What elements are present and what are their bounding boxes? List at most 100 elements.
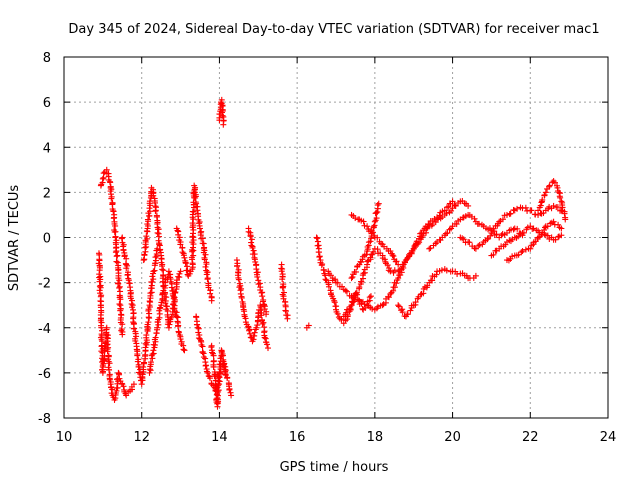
data-point bbox=[118, 235, 125, 242]
data-point bbox=[343, 309, 350, 316]
data-point bbox=[253, 324, 260, 331]
data-point bbox=[498, 232, 505, 239]
data-point bbox=[453, 221, 460, 228]
data-point bbox=[255, 281, 262, 288]
data-point bbox=[537, 202, 544, 209]
data-point bbox=[216, 381, 223, 388]
data-point bbox=[224, 375, 231, 382]
data-point bbox=[546, 182, 553, 189]
data-point bbox=[176, 234, 183, 241]
data-point bbox=[210, 352, 217, 359]
data-point bbox=[147, 359, 154, 366]
data-point bbox=[109, 386, 116, 393]
data-point bbox=[352, 290, 359, 297]
data-point bbox=[395, 261, 402, 268]
data-point bbox=[360, 218, 367, 225]
data-point bbox=[177, 268, 184, 275]
data-point bbox=[216, 361, 223, 368]
data-point bbox=[417, 291, 424, 298]
data-point bbox=[449, 198, 456, 205]
data-point bbox=[215, 387, 222, 394]
data-point bbox=[258, 289, 265, 296]
data-point bbox=[120, 383, 127, 390]
data-point bbox=[555, 233, 562, 240]
data-point bbox=[194, 207, 201, 214]
data-point bbox=[99, 175, 106, 182]
data-point bbox=[197, 225, 203, 232]
data-point bbox=[359, 305, 366, 312]
data-point bbox=[334, 279, 341, 286]
data-point bbox=[146, 213, 153, 220]
data-point bbox=[199, 343, 206, 350]
data-point bbox=[379, 302, 386, 309]
data-point bbox=[106, 366, 113, 373]
data-point bbox=[108, 195, 115, 202]
data-point bbox=[118, 327, 125, 334]
data-point bbox=[325, 283, 332, 290]
data-point bbox=[279, 284, 286, 291]
data-point bbox=[318, 262, 325, 269]
data-point bbox=[198, 341, 205, 348]
data-point bbox=[112, 234, 119, 241]
data-point bbox=[258, 312, 265, 319]
data-point bbox=[264, 341, 271, 348]
data-point bbox=[313, 234, 320, 241]
data-point bbox=[404, 311, 411, 318]
data-point bbox=[514, 205, 521, 212]
data-point bbox=[374, 208, 381, 215]
data-point bbox=[322, 276, 329, 283]
data-point bbox=[149, 278, 156, 285]
data-point bbox=[490, 251, 497, 258]
data-point bbox=[181, 347, 188, 354]
data-point bbox=[163, 303, 170, 310]
data-point bbox=[348, 275, 355, 282]
data-point bbox=[123, 392, 130, 399]
data-point bbox=[265, 345, 271, 352]
chart-title: Day 345 of 2024, Sidereal Day-to-day VTE… bbox=[68, 22, 599, 37]
data-point bbox=[226, 386, 233, 393]
data-point bbox=[384, 262, 391, 269]
y-tick-label: -8 bbox=[38, 412, 51, 427]
data-point bbox=[449, 205, 456, 212]
data-point bbox=[539, 196, 546, 203]
data-point bbox=[522, 204, 529, 211]
data-point bbox=[278, 268, 285, 275]
data-point bbox=[261, 306, 268, 313]
data-point bbox=[154, 245, 161, 252]
y-tick-label: 0 bbox=[43, 232, 51, 247]
data-point bbox=[507, 210, 514, 217]
data-point bbox=[331, 299, 338, 306]
data-point bbox=[259, 293, 266, 300]
data-point bbox=[174, 227, 181, 234]
x-tick-label: 16 bbox=[289, 430, 306, 445]
data-point bbox=[396, 303, 403, 310]
data-point bbox=[202, 263, 209, 270]
data-point bbox=[348, 302, 355, 309]
data-point bbox=[221, 363, 228, 370]
data-point bbox=[113, 248, 120, 255]
data-point bbox=[156, 310, 163, 317]
data-point bbox=[168, 284, 175, 291]
data-point bbox=[542, 189, 549, 196]
data-point bbox=[135, 369, 142, 376]
data-point bbox=[152, 254, 159, 261]
data-point bbox=[110, 208, 117, 215]
data-point bbox=[417, 230, 424, 237]
data-point bbox=[433, 271, 440, 278]
y-axis-label: SDTVAR / TECUs bbox=[7, 185, 22, 292]
data-point bbox=[518, 249, 525, 256]
data-point bbox=[117, 307, 124, 314]
data-point bbox=[260, 298, 267, 305]
data-point bbox=[204, 369, 211, 376]
data-point bbox=[177, 241, 184, 248]
data-point bbox=[246, 330, 253, 337]
data-point bbox=[152, 260, 159, 267]
data-point bbox=[171, 305, 178, 312]
data-point bbox=[104, 348, 111, 355]
data-point bbox=[131, 325, 138, 332]
data-point bbox=[375, 200, 382, 207]
x-tick-label: 12 bbox=[133, 430, 150, 445]
y-tick-label: -6 bbox=[38, 367, 51, 382]
data-point bbox=[138, 381, 145, 388]
data-point bbox=[150, 347, 157, 354]
